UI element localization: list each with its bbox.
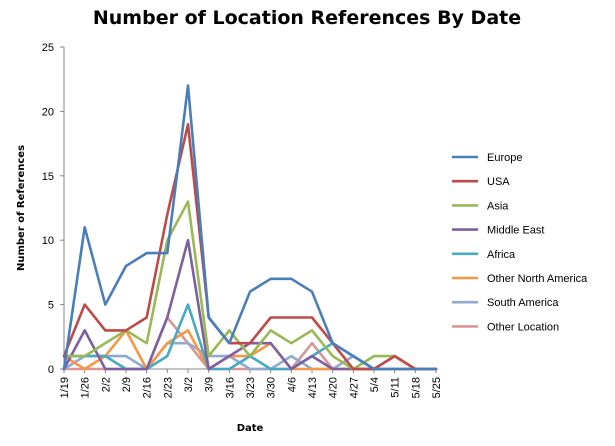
x-tick-label: 5/25 (431, 377, 443, 398)
y-tick-label: 20 (42, 106, 54, 118)
plot-area: 0 5 10 15 20 25 1/19 1/26 2/2 2/9 2/16 2/23 3/2 3/9 3/… (42, 42, 443, 398)
legend-label-other-location: Other Location (487, 321, 559, 333)
series-line-usa (62, 123, 438, 371)
x-tick-label: 2/23 (162, 377, 174, 398)
x-tick-label: 5/18 (410, 377, 422, 398)
y-tick-label: 5 (48, 300, 54, 312)
x-tick-label: 2/9 (121, 377, 133, 392)
legend-label-usa: USA (487, 176, 510, 188)
chart-title: Number of Location References By Date (93, 7, 521, 29)
y-tick-label: 0 (48, 364, 54, 376)
legend-label-other-north-america: Other North America (487, 273, 588, 285)
y-tick-label: 15 (42, 171, 54, 183)
y-tick-label: 25 (42, 42, 54, 54)
x-tick-label: 4/13 (307, 377, 319, 398)
x-tick-label: 4/6 (286, 377, 298, 392)
y-tick-label: 10 (42, 235, 54, 247)
x-tick-label: 1/19 (59, 377, 71, 398)
legend-label-europe: Europe (487, 152, 522, 164)
legend-label-middle-east: Middle East (487, 225, 544, 237)
x-tick-label: 3/2 (183, 377, 195, 392)
series-line-other-north-america (62, 329, 438, 371)
series-line-europe (62, 84, 438, 371)
x-tick-label: 4/20 (328, 377, 340, 398)
legend-label-south-america: South America (487, 297, 559, 309)
x-tick-label: 2/16 (142, 377, 154, 398)
x-tick-label: 5/11 (390, 377, 402, 398)
x-tick-label: 3/16 (224, 377, 236, 398)
x-tick-label: 4/27 (348, 377, 360, 398)
series-line-middle-east (62, 238, 438, 371)
x-tick-label: 3/23 (245, 377, 257, 398)
x-tick-label: 2/2 (100, 377, 112, 392)
legend: Europe USA Asia Middle East Africa Other Nort… (452, 152, 588, 333)
x-tick-label: 3/30 (266, 377, 278, 398)
y-axis-label: Number of References (16, 145, 27, 271)
x-tick-label: 3/9 (204, 377, 216, 392)
legend-label-asia: Asia (487, 200, 509, 212)
x-tick-label: 1/26 (80, 377, 92, 398)
x-tick-label: 5/4 (369, 377, 381, 392)
x-axis-label: Date (237, 423, 264, 434)
legend-label-africa: Africa (487, 249, 516, 261)
